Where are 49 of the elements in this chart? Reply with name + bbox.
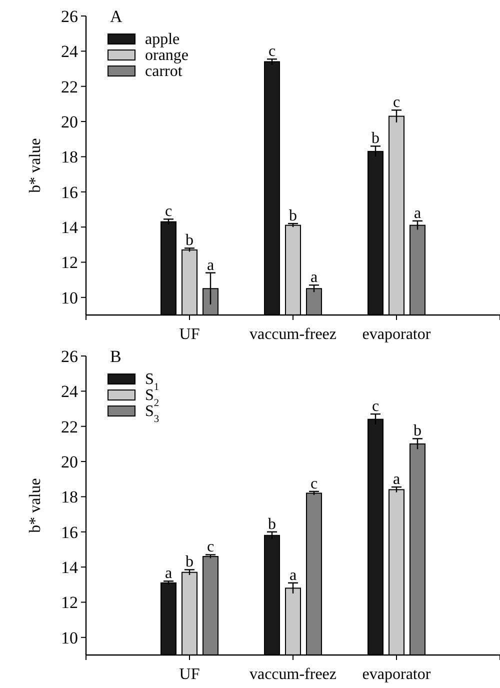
y-tick-label: 20 bbox=[61, 452, 78, 472]
y-axis-title: b* value bbox=[27, 138, 44, 193]
y-tick-label: 16 bbox=[61, 522, 78, 542]
y-tick-label: 14 bbox=[61, 218, 78, 238]
data-label: b bbox=[372, 130, 380, 148]
x-tick-label: vaccum-freez bbox=[249, 326, 337, 343]
chart-title: A bbox=[110, 7, 123, 26]
legend-label: orange bbox=[145, 47, 189, 64]
data-label: c bbox=[310, 475, 318, 492]
x-tick-label: UF bbox=[179, 326, 200, 343]
data-label: a bbox=[414, 204, 422, 222]
y-tick-label: 18 bbox=[61, 488, 78, 507]
data-label: c bbox=[392, 94, 400, 112]
chart-title: B bbox=[110, 347, 122, 366]
y-axis-title: b* value bbox=[27, 478, 44, 533]
x-tick-label: vaccum-freez bbox=[249, 666, 337, 683]
x-tick-label: evaporator bbox=[362, 666, 432, 683]
y-tick-label: 20 bbox=[61, 112, 78, 132]
data-label: b bbox=[186, 232, 194, 250]
data-label: b bbox=[268, 516, 276, 533]
data-label: b bbox=[186, 554, 194, 571]
y-tick-label: 12 bbox=[61, 593, 78, 612]
x-tick-label: evaporator bbox=[362, 326, 432, 343]
y-tick-label: 26 bbox=[61, 6, 78, 26]
legend-label: carrot bbox=[145, 63, 183, 80]
data-label: c bbox=[206, 538, 214, 556]
data-label: a bbox=[206, 256, 214, 274]
data-label: a bbox=[289, 566, 297, 584]
data-label: c bbox=[268, 43, 276, 60]
y-tick-label: 14 bbox=[61, 558, 78, 578]
y-tick-label: 10 bbox=[61, 288, 78, 308]
data-label: b bbox=[414, 422, 422, 440]
y-tick-label: 22 bbox=[61, 77, 78, 96]
data-label: b bbox=[289, 208, 297, 225]
y-tick-label: 16 bbox=[61, 182, 78, 202]
data-label: c bbox=[164, 203, 172, 220]
y-tick-label: 10 bbox=[61, 628, 78, 648]
data-label: a bbox=[310, 269, 318, 286]
y-tick-label: 22 bbox=[61, 417, 78, 436]
y-tick-label: 24 bbox=[61, 382, 78, 402]
y-tick-label: 18 bbox=[61, 148, 78, 167]
y-tick-label: 12 bbox=[61, 253, 78, 272]
data-label: a bbox=[392, 471, 400, 488]
data-label: a bbox=[164, 565, 172, 582]
y-tick-label: 26 bbox=[61, 346, 78, 366]
legend-label: apple bbox=[145, 31, 180, 48]
data-label: c bbox=[372, 398, 380, 416]
x-tick-label: UF bbox=[179, 666, 200, 683]
y-tick-label: 24 bbox=[61, 42, 78, 62]
